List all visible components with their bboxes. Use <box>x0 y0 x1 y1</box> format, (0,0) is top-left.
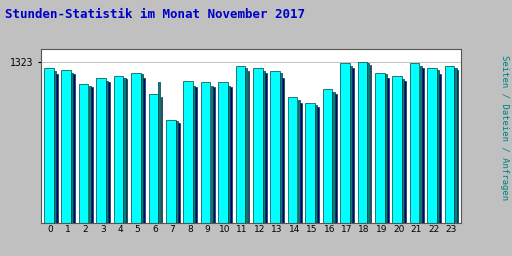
Bar <box>96 78 106 223</box>
Bar <box>193 86 195 223</box>
Bar <box>385 74 387 223</box>
Bar <box>315 105 317 223</box>
Bar <box>300 103 302 223</box>
Bar <box>123 78 125 223</box>
Bar <box>387 78 389 223</box>
Bar <box>288 97 297 223</box>
Bar <box>210 86 212 223</box>
Bar <box>228 86 230 223</box>
Bar <box>183 81 193 223</box>
Bar <box>263 71 265 223</box>
Bar <box>332 92 334 223</box>
Bar <box>201 82 210 223</box>
Bar <box>340 63 350 223</box>
Bar <box>265 73 267 223</box>
Bar <box>439 74 441 223</box>
Bar <box>404 81 406 223</box>
Bar <box>317 107 319 223</box>
Bar <box>335 94 336 223</box>
Text: Seiten / Dateien / Anfragen: Seiten / Dateien / Anfragen <box>500 56 509 200</box>
Bar <box>422 68 423 223</box>
Bar <box>73 74 75 223</box>
Bar <box>148 94 158 223</box>
Bar <box>143 78 145 223</box>
Bar <box>114 76 123 223</box>
Bar <box>158 82 160 223</box>
Bar <box>428 68 437 223</box>
Bar <box>323 89 332 223</box>
Bar <box>352 68 354 223</box>
Bar <box>270 71 280 223</box>
Bar <box>357 61 367 223</box>
Bar <box>375 73 385 223</box>
Bar <box>410 63 419 223</box>
Bar <box>91 87 93 223</box>
Bar <box>253 68 263 223</box>
Bar <box>161 97 162 223</box>
Bar <box>178 123 180 223</box>
Bar <box>367 63 370 223</box>
Bar <box>236 66 245 223</box>
Bar <box>445 66 454 223</box>
Bar <box>54 71 56 223</box>
Bar <box>305 103 315 223</box>
Bar <box>283 78 284 223</box>
Bar <box>131 73 141 223</box>
Bar <box>44 68 54 223</box>
Bar <box>280 73 282 223</box>
Bar <box>297 100 300 223</box>
Bar <box>176 121 178 223</box>
Bar <box>79 84 89 223</box>
Bar <box>106 81 108 223</box>
Bar <box>392 76 402 223</box>
Bar <box>248 71 249 223</box>
Bar <box>455 68 457 223</box>
Bar <box>350 66 352 223</box>
Bar <box>230 87 232 223</box>
Bar <box>109 82 110 223</box>
Bar <box>126 79 127 223</box>
Bar <box>196 87 197 223</box>
Text: Stunden-Statistik im Monat November 2017: Stunden-Statistik im Monat November 2017 <box>5 8 305 21</box>
Bar <box>457 70 458 223</box>
Bar <box>61 70 71 223</box>
Bar <box>420 66 422 223</box>
Bar <box>213 87 215 223</box>
Bar <box>402 79 404 223</box>
Bar <box>89 86 91 223</box>
Bar <box>166 120 176 223</box>
Bar <box>218 82 228 223</box>
Bar <box>437 70 439 223</box>
Bar <box>71 73 73 223</box>
Bar <box>141 74 143 223</box>
Bar <box>370 65 371 223</box>
Bar <box>245 68 247 223</box>
Bar <box>56 74 58 223</box>
